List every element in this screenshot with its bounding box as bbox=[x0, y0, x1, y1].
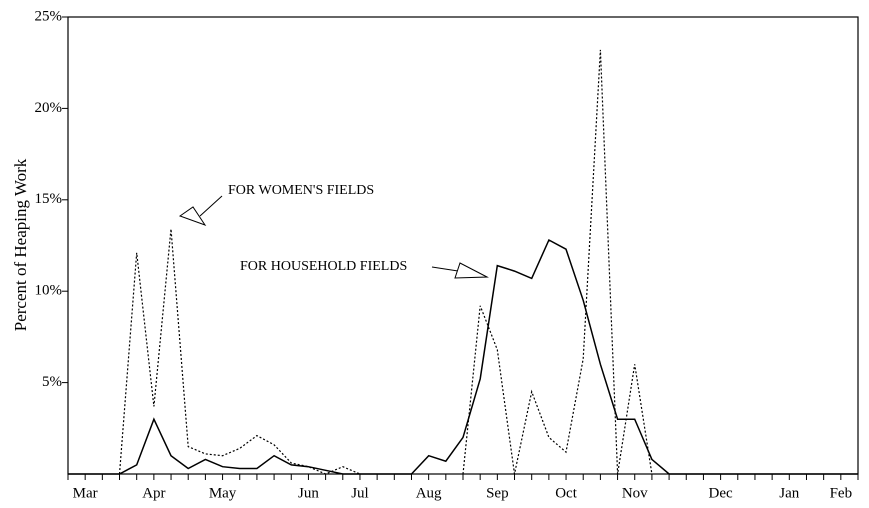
x-tick-label: Jun bbox=[298, 485, 319, 501]
y-axis-label: Percent of Heaping Work bbox=[11, 158, 30, 331]
x-tick-label: Jul bbox=[351, 485, 369, 501]
x-tick-label: Feb bbox=[830, 485, 853, 501]
y-tick-label: 25% bbox=[35, 8, 63, 24]
y-tick-label: 10% bbox=[35, 283, 63, 299]
x-tick-label: Sep bbox=[486, 485, 509, 501]
series-line bbox=[68, 238, 858, 475]
x-tick-label: Mar bbox=[73, 485, 98, 501]
series-line bbox=[462, 49, 653, 475]
x-tick-label: Jan bbox=[779, 485, 799, 501]
plot-frame bbox=[67, 16, 859, 475]
annotation: FOR HOUSEHOLD FIELDS bbox=[240, 259, 407, 274]
y-tick-label: 20% bbox=[35, 100, 63, 116]
x-tick-label: Nov bbox=[622, 485, 648, 501]
arrow bbox=[178, 195, 489, 279]
annotation: FOR WOMEN'S FIELDS bbox=[228, 183, 374, 198]
y-tick-label: 15% bbox=[35, 191, 63, 207]
x-tick-label: Apr bbox=[142, 485, 165, 501]
x-tick-label: May bbox=[209, 485, 237, 501]
x-tick-label: Dec bbox=[709, 485, 733, 501]
x-tick-label: Aug bbox=[416, 485, 442, 501]
y-tick-label: 5% bbox=[42, 374, 62, 390]
x-tick-label: Oct bbox=[555, 485, 577, 501]
